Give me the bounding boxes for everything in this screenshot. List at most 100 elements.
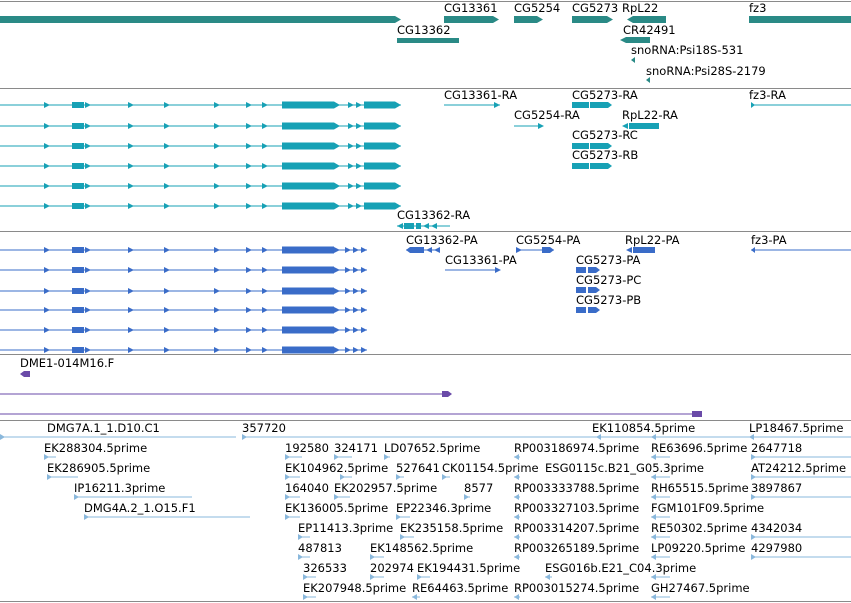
est-feature[interactable] (47, 474, 78, 480)
est-feature[interactable] (651, 574, 670, 580)
est-feature[interactable] (751, 474, 851, 480)
gene-snoRNA-Psi28S-2179-bar[interactable] (646, 77, 650, 83)
est-feature[interactable] (651, 494, 670, 500)
transcript-model[interactable] (0, 101, 402, 109)
est-feature[interactable] (651, 534, 670, 540)
est-feature[interactable] (596, 434, 604, 440)
est-feature[interactable] (417, 574, 430, 580)
est-feature[interactable] (285, 494, 300, 500)
est-label: EK286905.5prime (47, 461, 150, 475)
protein-label-CG5273-PA: CG5273-PA (576, 253, 641, 267)
gene-label-CG5254: CG5254 (514, 1, 560, 15)
est-feature[interactable] (396, 514, 410, 520)
est-feature[interactable] (340, 474, 352, 480)
est-feature[interactable] (751, 494, 851, 500)
est-feature[interactable] (400, 534, 414, 540)
est-feature[interactable] (751, 554, 851, 560)
protein-model[interactable] (0, 287, 368, 295)
est-feature[interactable] (651, 474, 670, 480)
est-feature[interactable] (651, 554, 670, 560)
gene-CG5254-bar[interactable] (514, 16, 543, 23)
transcript-model[interactable] (0, 162, 402, 170)
est-feature[interactable] (751, 534, 851, 540)
est-label: EP11413.3prime (298, 521, 393, 535)
est-feature[interactable] (514, 494, 520, 500)
gene-CG5273-bar[interactable] (572, 16, 613, 23)
est-feature[interactable] (751, 454, 851, 460)
est-feature[interactable] (651, 454, 670, 460)
est-feature[interactable] (370, 574, 384, 580)
transcript-label-CG13362-RA: CG13362-RA (397, 208, 470, 222)
est-feature[interactable] (412, 594, 420, 600)
est-label: EK202957.5prime (334, 481, 437, 495)
protein-track[interactable]: CG13362-PA CG5254-PA RpL22-PA fz3-PA CG1… (0, 233, 851, 354)
gene-fz3-bar[interactable] (749, 16, 851, 23)
est-feature[interactable] (749, 434, 851, 440)
est-feature[interactable] (44, 454, 56, 460)
est-features[interactable] (0, 434, 851, 600)
est-feature[interactable] (396, 474, 404, 480)
est-feature[interactable] (0, 434, 236, 440)
protein-features[interactable] (406, 247, 851, 313)
gene-RpL22-bar[interactable] (627, 16, 666, 23)
est-label: CK01154.5prime (442, 461, 539, 475)
est-feature[interactable] (285, 474, 300, 480)
transcript-model[interactable] (0, 202, 402, 210)
est-feature[interactable] (651, 594, 670, 600)
est-feature[interactable] (464, 494, 470, 500)
est-label: 202974 (370, 561, 414, 575)
est-label: 357720 (242, 421, 286, 435)
est-feature[interactable] (303, 574, 316, 580)
gene-CG13361-bar[interactable] (444, 16, 499, 23)
est-feature[interactable] (384, 454, 390, 460)
est-feature[interactable] (514, 514, 520, 520)
transcript-model[interactable] (0, 122, 402, 130)
gene-label-CR42491: CR42491 (623, 23, 676, 37)
gene-CG13362-bar[interactable] (0, 16, 401, 23)
transcript-track[interactable]: CG13361-RA CG5273-RA fz3-RA CG5254-RA Rp… (0, 88, 851, 229)
est-feature[interactable] (514, 534, 520, 540)
est-feature[interactable] (514, 454, 520, 460)
clone-track[interactable]: DME1-014M16.F (0, 356, 702, 417)
protein-label-CG13362-PA: CG13362-PA (406, 233, 478, 247)
est-label: LP09220.5prime (651, 541, 745, 555)
est-label: EK136005.5prime (285, 501, 388, 515)
clone-DME1-014M16F-end[interactable] (20, 371, 30, 377)
est-feature[interactable] (514, 474, 520, 480)
est-feature[interactable] (514, 554, 520, 560)
protein-model[interactable] (0, 266, 368, 274)
transcript-label-CG5273-RA: CG5273-RA (572, 88, 638, 102)
est-feature[interactable] (334, 494, 350, 500)
est-feature[interactable] (298, 554, 310, 560)
protein-model[interactable] (0, 346, 368, 354)
est-feature[interactable] (334, 454, 352, 460)
est-track[interactable]: DMG7A.1_1.D10.C1 357720 EK110854.5prime LP1… (0, 421, 851, 600)
transcript-CG13362-RA-bar[interactable] (397, 223, 403, 229)
transcript-label-CG13361-RA: CG13361-RA (444, 88, 517, 102)
transcript-model[interactable] (0, 182, 402, 190)
est-feature[interactable] (74, 494, 192, 500)
est-feature[interactable] (442, 474, 450, 480)
est-feature[interactable] (370, 554, 384, 560)
est-feature[interactable] (285, 454, 302, 460)
est-feature[interactable] (514, 594, 520, 600)
protein-model[interactable] (0, 326, 368, 334)
est-feature[interactable] (84, 514, 250, 520)
est-feature[interactable] (651, 514, 670, 520)
gene-CG13362-left-bar[interactable] (397, 38, 459, 43)
est-label: 4342034 (751, 521, 802, 535)
est-feature[interactable] (298, 534, 310, 540)
transcript-model[interactable] (0, 142, 402, 150)
est-feature[interactable] (285, 514, 300, 520)
protein-model[interactable] (0, 246, 368, 254)
transcript-features[interactable] (397, 102, 851, 229)
gene-CR42491-bar[interactable] (620, 37, 650, 43)
est-feature[interactable] (545, 574, 552, 580)
est-feature[interactable] (651, 434, 668, 440)
gene-features[interactable] (0, 16, 851, 83)
gene-track[interactable]: CG13361 CG5254 CG5273 RpL22 fz3 CG13362 … (0, 1, 851, 83)
est-feature[interactable] (303, 594, 316, 600)
gene-snoRNA-Psi18S-531-bar[interactable] (631, 57, 635, 63)
protein-model[interactable] (0, 306, 368, 314)
est-label: GH27467.5prime (651, 581, 750, 595)
